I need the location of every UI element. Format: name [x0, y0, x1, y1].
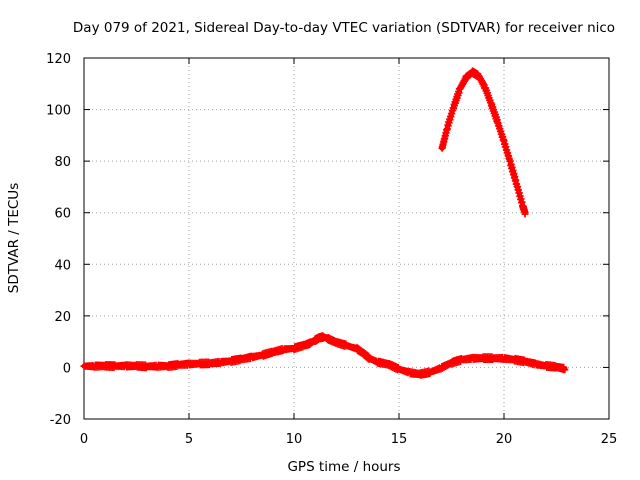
data-series-band — [81, 334, 568, 377]
y-tick-label: 40 — [54, 258, 71, 273]
data-series-band — [439, 69, 528, 216]
chart-title: Day 079 of 2021, Sidereal Day-to-day VTE… — [73, 20, 615, 36]
x-tick-label: 25 — [601, 432, 618, 447]
y-tick-label: 20 — [54, 310, 71, 325]
data-series-points — [438, 67, 529, 218]
x-axis-label: GPS time / hours — [287, 459, 400, 475]
y-tick-label: 100 — [46, 104, 71, 119]
x-tick-labels: 0 5 10 15 20 25 — [80, 432, 617, 447]
y-axis-label: SDTVAR / TECUs — [6, 183, 22, 293]
y-tick-label: -20 — [50, 413, 71, 428]
y-tick-label: 120 — [46, 52, 71, 67]
y-tick-label: 60 — [54, 207, 71, 222]
y-tick-label: 80 — [54, 155, 71, 170]
x-tick-label: 0 — [80, 432, 88, 447]
x-tick-label: 20 — [496, 432, 513, 447]
x-tick-label: 15 — [391, 432, 408, 447]
data-series — [80, 67, 569, 379]
x-tick-label: 10 — [286, 432, 303, 447]
y-tick-labels: -20 0 20 40 60 80 100 120 — [46, 52, 71, 428]
y-tick-label: 0 — [63, 361, 71, 376]
plot-frame — [83, 57, 610, 420]
data-series-points — [80, 332, 569, 379]
x-tick-label: 5 — [185, 432, 193, 447]
